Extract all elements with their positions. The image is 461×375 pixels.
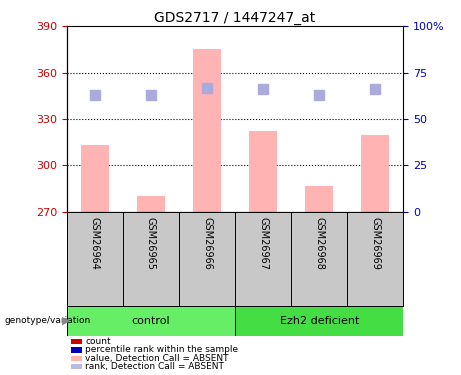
Text: GSM26967: GSM26967 [258,217,268,270]
Bar [193,50,221,212]
Bar [249,132,277,212]
Text: GSM26969: GSM26969 [370,217,380,269]
Bar [361,135,390,212]
Bar [137,196,165,212]
Text: GSM26964: GSM26964 [90,217,100,269]
Text: control: control [132,316,170,326]
Text: rank, Detection Call = ABSENT: rank, Detection Call = ABSENT [85,362,224,371]
Text: count: count [85,337,111,346]
Bar [81,146,109,212]
Text: Ezh2 deficient: Ezh2 deficient [279,316,359,326]
Bar [305,186,333,212]
Bar [235,306,403,336]
Point [315,92,323,98]
Text: GSM26966: GSM26966 [202,217,212,269]
Point [203,84,211,90]
Text: percentile rank within the sample: percentile rank within the sample [85,345,238,354]
Text: ▶: ▶ [62,316,71,326]
Title: GDS2717 / 1447247_at: GDS2717 / 1447247_at [154,11,316,25]
Text: GSM26968: GSM26968 [314,217,324,269]
Point [372,86,379,92]
Text: GSM26965: GSM26965 [146,217,156,270]
Text: value, Detection Call = ABSENT: value, Detection Call = ABSENT [85,354,229,363]
Point [260,86,267,92]
Text: genotype/variation: genotype/variation [5,316,91,325]
Point [91,92,99,98]
Point [147,92,154,98]
Bar [67,306,235,336]
